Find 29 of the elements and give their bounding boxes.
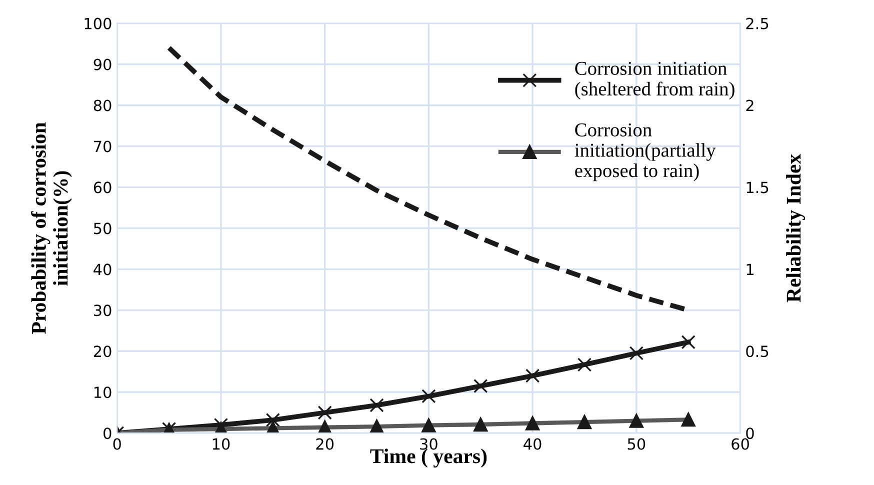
x-tick-label: 10 <box>212 438 230 450</box>
legend-label: Corrosion initiation(partially exposed to rain) <box>574 123 716 182</box>
x-axis-title: Time ( years) <box>370 448 487 468</box>
y-tick-label: 40 <box>94 264 112 276</box>
y-tick-label: 80 <box>94 100 112 112</box>
y-tick-label: 50 <box>94 222 112 234</box>
x-tick-label: 0 <box>113 438 121 450</box>
x-tick-label: 30 <box>420 438 438 450</box>
y-tick-label: 60 <box>94 182 112 194</box>
y2-tick-label: 0.5 <box>746 346 768 358</box>
y2-tick-label: 1 <box>746 264 754 275</box>
y-tick-label: 100 <box>84 18 112 30</box>
y-tick-label: 0 <box>104 428 112 440</box>
y-tick-label: 70 <box>94 140 112 152</box>
x-tick-label: 40 <box>524 438 542 450</box>
x-tick-label: 50 <box>628 438 646 450</box>
y-axis-title: Probability of corrosion initiation(%) <box>31 122 72 334</box>
y-tick-label: 90 <box>94 58 112 70</box>
y-tick-label: 10 <box>94 386 112 398</box>
x-tick-label: 20 <box>316 438 334 450</box>
y-tick-label: 30 <box>94 304 112 316</box>
legend-label: Corrosion initiation (sheltered from rain) <box>575 62 734 100</box>
y2-tick-label: 0 <box>746 428 754 440</box>
y-tick-label: 20 <box>94 346 112 358</box>
y2-axis-title: Reliability Index <box>786 154 806 302</box>
y2-tick-label: 2.5 <box>746 18 768 30</box>
y2-tick-label: 2 <box>746 100 754 112</box>
x-tick-label: 60 <box>732 438 749 450</box>
y2-tick-label: 1.5 <box>746 182 768 194</box>
